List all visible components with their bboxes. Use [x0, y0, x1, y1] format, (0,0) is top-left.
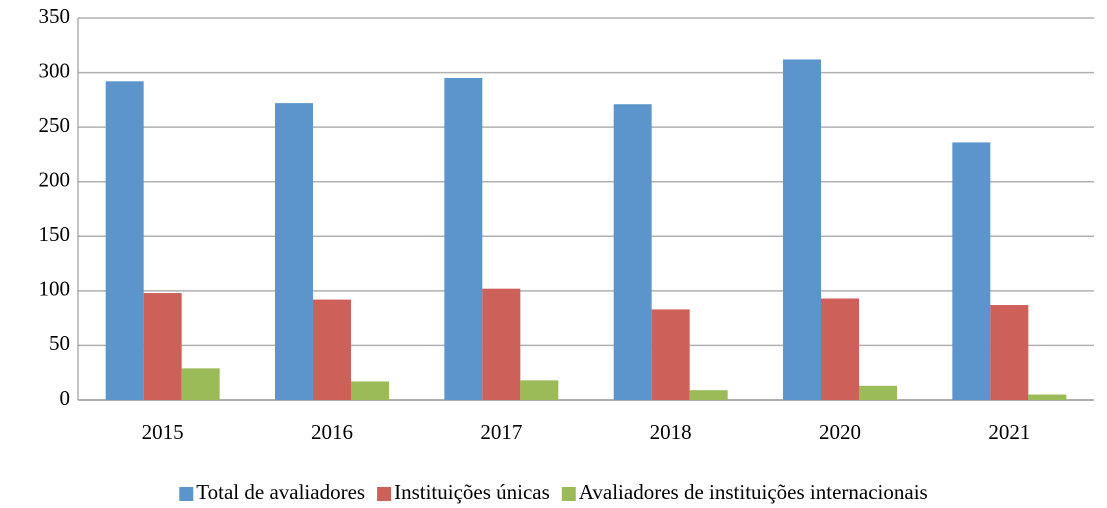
- bar: [105, 81, 144, 400]
- y-tick-label: 50: [49, 331, 70, 355]
- bar: [783, 59, 821, 401]
- legend: Total de avaliadores Instituições únicas A…: [179, 480, 928, 504]
- bar: [689, 390, 728, 400]
- bar: [1028, 394, 1067, 400]
- legend-swatch: [179, 487, 194, 501]
- bar: [275, 103, 313, 400]
- x-tick-label: 2018: [650, 420, 692, 444]
- x-tick-label: 2020: [819, 420, 861, 444]
- y-tick-label: 150: [39, 222, 71, 246]
- bar: [651, 309, 690, 400]
- y-tick-label: 250: [39, 113, 71, 137]
- y-tick-label: 100: [39, 277, 71, 301]
- bar: [821, 298, 859, 400]
- x-tick-label: 2017: [480, 420, 522, 444]
- legend-label: Total de avaliadores: [196, 480, 365, 504]
- y-tick-label: 300: [39, 58, 71, 82]
- bar: [952, 142, 991, 400]
- bar: [520, 380, 559, 400]
- bar: [143, 293, 182, 400]
- bar: [313, 299, 351, 400]
- bar: [351, 381, 389, 400]
- y-tick-label: 350: [39, 4, 71, 28]
- bar: [444, 78, 483, 401]
- bar: [482, 288, 521, 400]
- x-tick-label: 2021: [988, 420, 1030, 444]
- y-tick-label: 0: [60, 386, 71, 410]
- y-tick-label: 200: [39, 168, 71, 192]
- bar: [990, 305, 1029, 400]
- legend-label: Avaliadores de instituições internaciona…: [579, 480, 928, 504]
- x-tick-label: 2015: [142, 420, 184, 444]
- bar: [613, 104, 652, 401]
- legend-swatch: [377, 487, 392, 501]
- legend-swatch: [561, 487, 576, 501]
- x-tick-label: 2016: [311, 420, 353, 444]
- legend-label: Instituições únicas: [394, 480, 550, 504]
- bar: [859, 385, 897, 400]
- bar: [181, 368, 220, 400]
